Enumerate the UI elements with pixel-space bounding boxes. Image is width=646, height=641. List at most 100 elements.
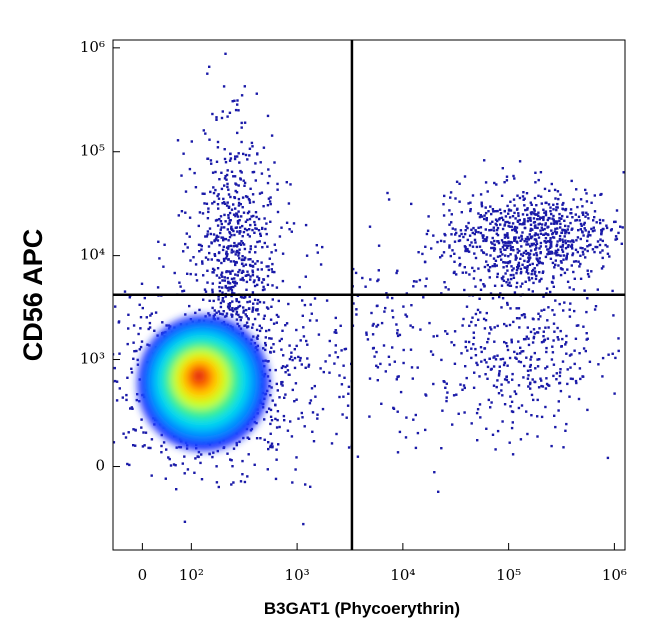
event-dot: [75, 426, 77, 428]
event-dot: [293, 356, 297, 360]
event-dot: [428, 321, 431, 325]
event-dot: [281, 380, 284, 384]
event-dot: [558, 212, 561, 216]
event-dot: [233, 307, 237, 310]
event-dot: [239, 243, 243, 246]
event-dot: [526, 208, 529, 211]
event-dot: [505, 179, 509, 182]
event-dot: [516, 352, 519, 355]
event-dot: [391, 309, 394, 312]
event-dot: [492, 210, 495, 213]
event-dot: [552, 363, 556, 366]
event-dot: [254, 245, 257, 248]
event-dot: [266, 468, 269, 471]
event-dot: [533, 209, 536, 212]
event-dot: [553, 414, 556, 417]
event-dot: [577, 215, 581, 218]
event-dot: [538, 217, 541, 221]
event-dot: [335, 331, 338, 334]
event-dot: [224, 52, 227, 55]
event-dot: [242, 243, 246, 246]
event-dot: [399, 390, 403, 394]
event-dot: [452, 271, 456, 275]
event-dot: [581, 213, 585, 216]
event-dot: [512, 174, 515, 178]
event-dot: [628, 239, 630, 241]
event-dot: [516, 220, 520, 223]
event-dot: [109, 368, 111, 370]
event-dot: [215, 274, 219, 277]
event-dot: [245, 228, 249, 232]
event-dot: [216, 239, 220, 242]
event-dot: [530, 393, 534, 397]
event-dot: [228, 211, 232, 215]
event-dot: [463, 245, 467, 248]
event-dot: [508, 356, 512, 360]
event-dot: [249, 275, 252, 278]
event-dot: [249, 278, 252, 281]
event-dot: [240, 171, 243, 174]
event-dot: [259, 437, 262, 440]
event-dot: [529, 363, 532, 367]
event-dot: [275, 321, 278, 324]
event-dot: [555, 222, 559, 225]
event-dot: [516, 267, 520, 270]
event-dot: [579, 237, 582, 241]
event-dot: [545, 377, 548, 380]
event-dot: [201, 192, 204, 195]
event-dot: [544, 232, 547, 236]
event-dot: [589, 234, 592, 237]
event-dot: [160, 444, 163, 448]
event-dot: [220, 271, 224, 274]
event-dot: [317, 333, 321, 336]
event-dot: [503, 248, 506, 251]
event-dot: [563, 219, 566, 222]
event-dot: [532, 318, 535, 321]
event-dot: [500, 216, 504, 219]
event-dot: [572, 260, 576, 263]
event-dot: [555, 208, 558, 212]
event-dot: [212, 233, 216, 236]
event-dot: [519, 352, 522, 355]
event-dot: [280, 366, 284, 370]
event-dot: [208, 452, 211, 455]
event-dot: [552, 203, 555, 206]
event-dot: [580, 224, 583, 227]
event-dot: [600, 229, 604, 233]
event-dot: [535, 242, 539, 246]
event-dot: [395, 323, 398, 326]
event-dot: [515, 272, 518, 275]
event-dot: [518, 326, 521, 329]
event-dot: [523, 204, 526, 207]
event-dot: [256, 302, 259, 305]
event-dot: [532, 335, 536, 339]
event-dot: [515, 357, 518, 360]
event-dot: [521, 195, 525, 198]
event-dot: [504, 272, 507, 275]
event-dot: [240, 240, 243, 243]
density-level: [192, 369, 206, 383]
event-dot: [252, 170, 256, 174]
event-dot: [217, 485, 220, 489]
event-dot: [256, 260, 259, 263]
event-dot: [132, 357, 135, 360]
event-dot: [237, 252, 241, 255]
event-dot: [260, 326, 263, 330]
event-dot: [525, 243, 528, 246]
event-dot: [258, 329, 262, 333]
event-dot: [528, 382, 532, 386]
event-dot: [267, 360, 270, 363]
event-dot: [188, 216, 192, 219]
event-dot: [516, 251, 519, 254]
event-dot: [516, 194, 519, 197]
event-dot: [309, 485, 312, 488]
event-dot: [504, 241, 507, 244]
event-dot: [299, 356, 302, 360]
event-dot: [494, 218, 498, 221]
event-dot: [471, 266, 474, 270]
event-dot: [503, 236, 507, 239]
event-dot: [228, 308, 232, 311]
event-dot: [251, 228, 254, 232]
event-dot: [165, 324, 168, 327]
event-dot: [321, 245, 324, 249]
